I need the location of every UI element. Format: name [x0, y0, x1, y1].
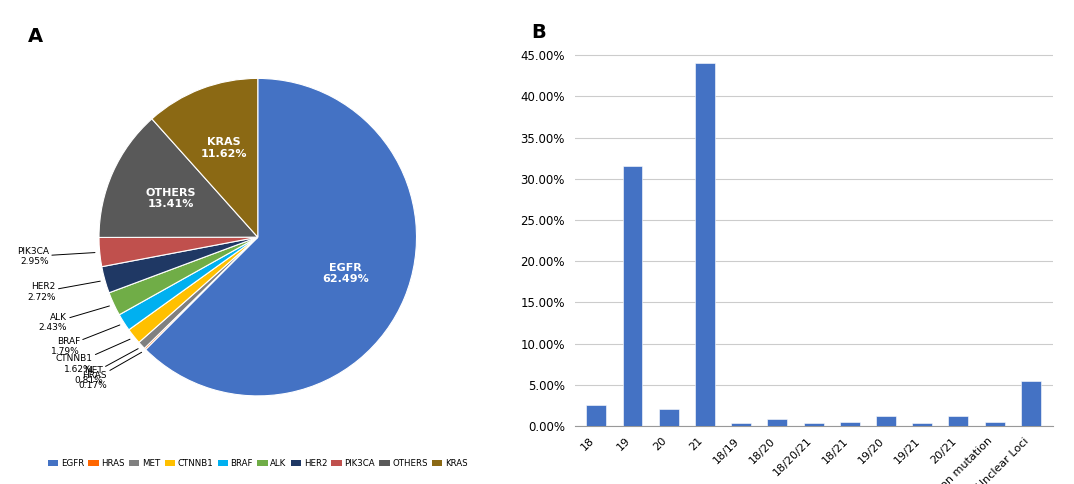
Bar — [695, 63, 715, 426]
Text: PIK3CA
2.95%: PIK3CA 2.95% — [17, 247, 95, 266]
Wedge shape — [129, 237, 258, 342]
Text: EGFR
62.49%: EGFR 62.49% — [322, 263, 369, 285]
Bar — [768, 419, 787, 426]
Text: MET
0.81%: MET 0.81% — [74, 348, 139, 385]
Wedge shape — [99, 237, 258, 267]
Text: HER2
2.72%: HER2 2.72% — [27, 281, 100, 302]
Bar — [948, 416, 969, 426]
Wedge shape — [99, 119, 258, 238]
Bar — [840, 422, 859, 426]
Text: KRAS
11.62%: KRAS 11.62% — [201, 137, 247, 159]
Bar — [731, 424, 751, 426]
Bar — [623, 166, 642, 426]
Text: B: B — [532, 23, 547, 42]
Bar — [586, 405, 606, 426]
Legend: EGFR, HRAS, MET, CTNNB1, BRAF, ALK, HER2, PIK3CA, OTHERS, KRAS: EGFR, HRAS, MET, CTNNB1, BRAF, ALK, HER2… — [44, 455, 471, 471]
Wedge shape — [110, 237, 258, 315]
Text: CTNNB1
1.62%: CTNNB1 1.62% — [56, 339, 130, 374]
Wedge shape — [146, 78, 417, 396]
Text: OTHERS
13.41%: OTHERS 13.41% — [145, 188, 197, 209]
Bar — [658, 409, 679, 426]
Wedge shape — [139, 237, 258, 348]
Bar — [1021, 380, 1041, 426]
Bar — [985, 422, 1004, 426]
Bar — [803, 424, 824, 426]
Text: HRAS
0.17%: HRAS 0.17% — [78, 352, 142, 390]
Bar — [912, 423, 932, 426]
Wedge shape — [144, 237, 258, 349]
Wedge shape — [151, 78, 258, 237]
Wedge shape — [102, 237, 258, 293]
Text: BRAF
1.79%: BRAF 1.79% — [52, 325, 120, 356]
Bar — [876, 416, 896, 426]
Text: ALK
2.43%: ALK 2.43% — [39, 306, 110, 333]
Wedge shape — [119, 237, 258, 330]
Text: A: A — [28, 27, 43, 46]
